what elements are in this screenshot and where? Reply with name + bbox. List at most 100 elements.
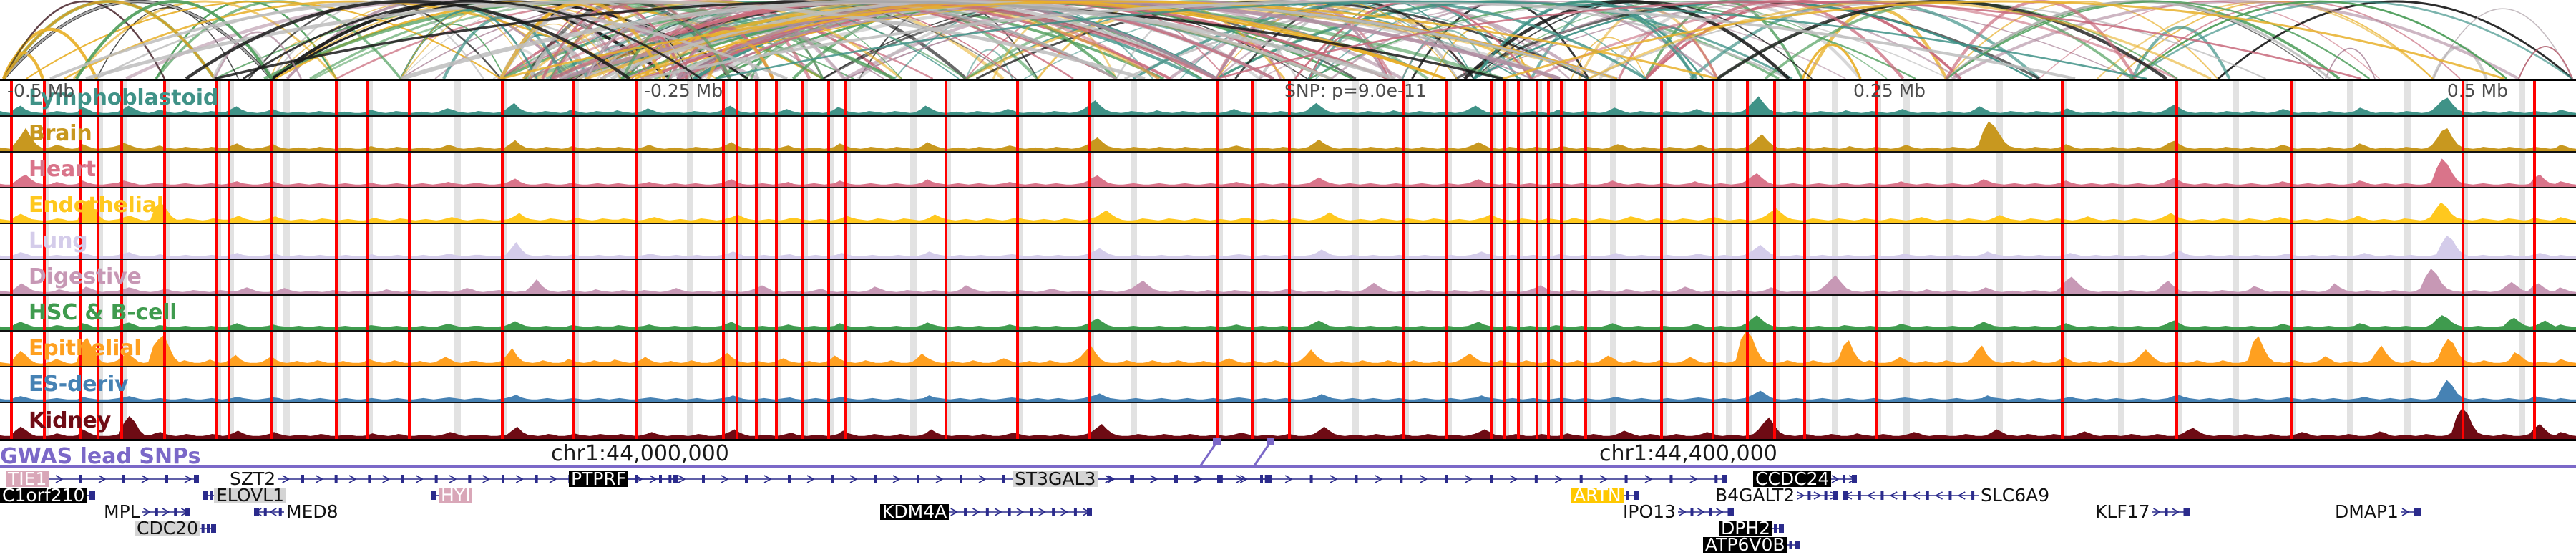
gene-model[interactable]: KDM4A <box>880 503 1093 521</box>
gene-model[interactable]: SLC6A9 <box>1843 485 2051 506</box>
gene-name-label[interactable]: CDC20 <box>135 519 200 537</box>
gene-name-label[interactable]: B4GALT2 <box>1715 485 1795 506</box>
snp-marker-line <box>844 153 847 187</box>
gwas-lead-snp-axis <box>0 465 2576 468</box>
snp-marker-line <box>1490 153 1493 187</box>
snp-marker-line <box>97 332 99 366</box>
regulatory-shaded-band <box>1517 296 1523 330</box>
gene-name-label[interactable]: ATP6V0B <box>1703 536 1787 554</box>
snp-marker-line <box>1875 260 1878 294</box>
gene-model[interactable]: DMAP1 <box>2333 501 2421 522</box>
snp-marker-line <box>945 403 947 439</box>
regulatory-shaded-band <box>366 117 373 151</box>
regulatory-shaded-band <box>1875 260 1881 294</box>
snp-marker-line <box>1660 188 1663 223</box>
regulatory-shaded-band <box>1726 332 1732 366</box>
snp-marker-line <box>270 296 273 330</box>
regulatory-shaded-band <box>1088 367 1094 402</box>
gene-model[interactable]: ATP6V0B <box>1703 536 1800 554</box>
gene-name-label[interactable]: SZT2 <box>230 468 276 489</box>
gene-name-label[interactable]: MPL <box>104 501 140 522</box>
regulatory-shaded-band <box>43 117 49 151</box>
regulatory-shaded-band <box>215 117 221 151</box>
gene-name-label[interactable]: KLF17 <box>2095 501 2150 522</box>
gene-model[interactable]: MPL <box>102 501 190 522</box>
gene-name-label[interactable]: IPO13 <box>1623 501 1676 522</box>
gwas-snp-tick[interactable] <box>1213 438 1221 445</box>
snp-marker-line <box>335 367 338 402</box>
gene-name-label[interactable]: DMAP1 <box>2335 501 2399 522</box>
regulatory-shaded-band <box>1803 296 1810 330</box>
gwas-snp-tick[interactable] <box>1267 438 1274 445</box>
regulatory-shaded-band <box>2233 332 2239 366</box>
gene-model[interactable]: KLF17 <box>2093 501 2190 522</box>
regulatory-shaded-band <box>454 153 461 187</box>
gene-name-label[interactable]: ELOVL1 <box>214 486 287 504</box>
gene-model[interactable]: MED8 <box>254 501 341 522</box>
gene-model[interactable]: DPH2 <box>1719 519 1785 537</box>
signal-track-epithelial[interactable]: Epithelial <box>0 332 2576 367</box>
gene-name-label[interactable]: C1orf210 <box>0 486 87 504</box>
regulatory-shaded-band <box>97 296 103 330</box>
signal-track-heart[interactable]: Heart <box>0 153 2576 188</box>
gene-model[interactable]: HYI <box>431 486 473 504</box>
gene-name-label[interactable]: PTPRF <box>569 470 629 488</box>
snp-marker-line <box>1560 81 1563 115</box>
regulatory-shaded-band <box>1584 81 1591 115</box>
snp-marker-line <box>10 153 13 187</box>
snp-marker-line <box>801 81 804 115</box>
signal-track-es-deriv[interactable]: ES-deriv <box>0 367 2576 403</box>
gene-name-label[interactable]: KDM4A <box>880 503 950 521</box>
snp-marker-line <box>1584 296 1587 330</box>
regulatory-shaded-band <box>215 367 221 402</box>
regulatory-shaded-band <box>163 367 170 402</box>
signal-track-kidney[interactable]: Kidney <box>0 403 2576 439</box>
snp-marker-line <box>1773 153 1776 187</box>
snp-marker-line <box>2290 260 2293 294</box>
snp-marker-line <box>1536 81 1538 115</box>
gene-model[interactable]: IPO13 <box>1621 501 1734 522</box>
regulatory-shaded-band <box>775 367 781 402</box>
gene-name-label[interactable]: DPH2 <box>1719 519 1773 537</box>
snp-marker-line <box>366 188 369 223</box>
gene-name-label[interactable]: SLC6A9 <box>1981 485 2050 506</box>
signal-track-lung[interactable]: Lung <box>0 224 2576 260</box>
gene-model[interactable]: CDC20 <box>135 519 216 537</box>
signal-track-brain[interactable]: Brain <box>0 117 2576 153</box>
gene-name-label[interactable]: TIE1 <box>6 470 49 488</box>
snp-marker-line <box>945 117 947 151</box>
signal-track-endothelial[interactable]: Endothelial <box>0 188 2576 224</box>
gene-name-label[interactable]: CCDC24 <box>1753 470 1832 488</box>
snp-marker-line <box>408 224 411 259</box>
gene-model[interactable]: B4GALT2 <box>1713 485 1839 506</box>
regulatory-shaded-band <box>2290 332 2296 366</box>
gene-model[interactable]: ELOVL1 <box>203 486 287 504</box>
regulatory-shaded-band <box>215 403 221 439</box>
gene-name-label[interactable]: ST3GAL3 <box>1013 470 1098 488</box>
regulatory-shaded-band <box>1490 332 1496 366</box>
signal-track-digestive[interactable]: Digestive <box>0 260 2576 296</box>
snp-marker-line <box>1402 403 1405 439</box>
snp-marker-line <box>1088 260 1091 294</box>
regulatory-shaded-band <box>775 117 781 151</box>
gene-model[interactable]: ST3GAL3 <box>1013 470 1728 488</box>
snp-marker-line <box>1536 224 1538 259</box>
regulatory-shaded-band <box>335 153 341 187</box>
gene-name-label[interactable]: MED8 <box>286 501 338 522</box>
signal-track-lymphoblastoid[interactable]: Lymphoblastoid <box>0 81 2576 117</box>
regulatory-shaded-band <box>945 403 951 439</box>
snp-marker-line <box>335 153 338 187</box>
gene-model[interactable]: CCDC24 <box>1753 470 1858 488</box>
signal-track-hsc-b-cell[interactable]: HSC & B-cell <box>0 296 2576 332</box>
gene-model[interactable]: ARTN <box>1571 486 1639 504</box>
snp-marker-line <box>1584 332 1587 366</box>
gene-model[interactable]: TIE1 <box>6 470 200 488</box>
regulatory-shaded-band <box>910 403 917 439</box>
gene-model[interactable]: C1orf210 <box>0 486 96 504</box>
snp-marker-line <box>1288 224 1291 259</box>
regulatory-shaded-band <box>2404 188 2411 223</box>
snp-marker-line <box>335 260 338 294</box>
gene-name-label[interactable]: ARTN <box>1571 486 1624 504</box>
regulatory-shaded-band <box>1490 224 1496 259</box>
gene-name-label[interactable]: HYI <box>439 486 473 504</box>
